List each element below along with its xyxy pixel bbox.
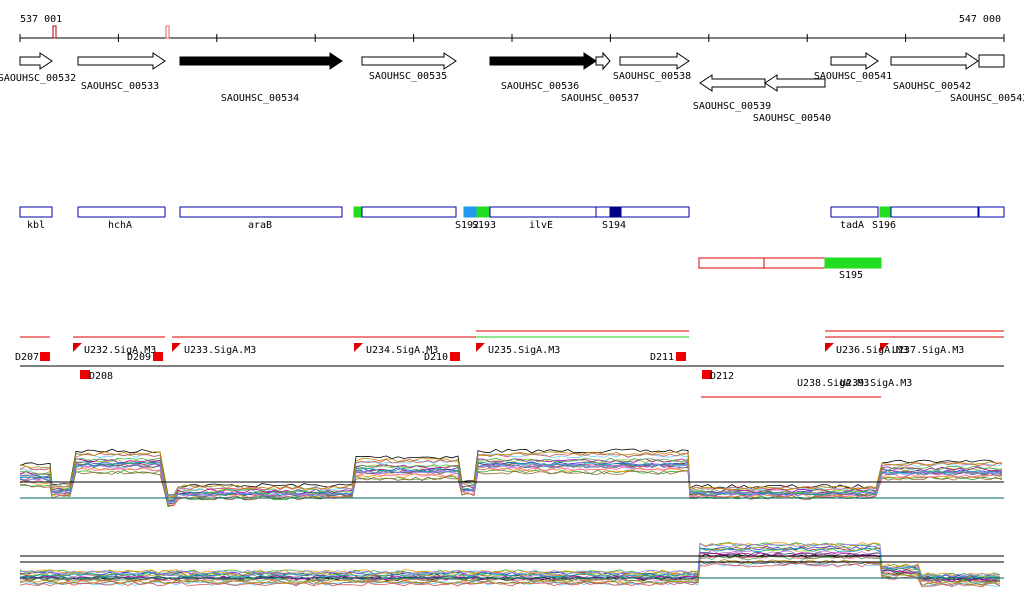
terminator: [80, 370, 90, 379]
terminator: [40, 352, 50, 361]
feature-box: [77, 206, 166, 218]
feature-box: [476, 206, 491, 218]
transcript-label: D209: [127, 352, 151, 363]
tss-flag: [825, 343, 834, 352]
feature-label: S192: [455, 220, 479, 231]
terminator: [676, 352, 686, 361]
gene-label: SAOUHSC_00534: [221, 93, 299, 104]
feature-label: ilvE: [529, 220, 553, 231]
gene-label: SAOUHSC_00536: [501, 81, 579, 92]
gene-label: SAOUHSC_00539: [693, 101, 771, 112]
gene-box: [978, 54, 1005, 68]
tss-flag: [354, 343, 363, 352]
feature-box: [489, 206, 597, 218]
feature-box: [361, 206, 457, 218]
gene-arrow: [19, 52, 53, 70]
ruler-start: 537 001: [20, 14, 62, 25]
expression-trace: [19, 463, 1003, 504]
gene-arrow: [489, 52, 597, 70]
feature-box: [830, 206, 879, 218]
tss-flag: [73, 343, 82, 352]
transcript-label: D208: [89, 371, 113, 382]
feature-label: kbl: [27, 220, 45, 231]
feature-box: [179, 206, 343, 218]
gene-label: SAOUHSC_00535: [369, 71, 447, 82]
gene-arrow: [77, 52, 166, 70]
gene-arrow: [361, 52, 457, 70]
expression-trace: [19, 542, 1001, 577]
terminator: [450, 352, 460, 361]
transcript-label: U234.SigA.M3: [366, 345, 438, 356]
expression-trace: [19, 543, 1001, 578]
transcript-label: D212: [710, 371, 734, 382]
feature-label: S196: [872, 220, 896, 231]
tss-flag: [880, 343, 889, 352]
feature-box: [463, 206, 478, 218]
expression-trace: [19, 448, 1003, 496]
transcript-label: D210: [424, 352, 448, 363]
feature-label: S193: [472, 220, 496, 231]
terminator: [153, 352, 163, 361]
expression-trace: [19, 457, 1003, 501]
feature-label: S194: [602, 220, 626, 231]
transcript-label: U239.SigA.M3: [840, 378, 912, 389]
feature-box: [890, 206, 979, 218]
transcript-label: D207: [15, 352, 39, 363]
gene-arrow: [764, 74, 826, 92]
gene-arrow: [699, 74, 766, 92]
transcript-label: U238.SigA.M3: [797, 378, 869, 389]
expression-trace: [19, 542, 1001, 578]
gene-arrow: [890, 52, 979, 70]
feature-label: araB: [248, 220, 272, 231]
ruler-marker: [52, 25, 57, 39]
feature-box: [698, 257, 765, 269]
feature-box: [609, 206, 622, 218]
feature-label: S195: [839, 270, 863, 281]
expression-trace: [19, 559, 1001, 586]
gene-arrow: [830, 52, 879, 70]
gene-label: SAOUHSC_00541: [814, 71, 892, 82]
expression-trace: [19, 452, 1003, 499]
gene-label: SAOUHSC_00533: [81, 81, 159, 92]
transcript-label: U235.SigA.M3: [488, 345, 560, 356]
tss-flag: [172, 343, 181, 352]
expression-trace: [19, 462, 1003, 502]
feature-box: [353, 206, 363, 218]
terminator: [702, 370, 712, 379]
ruler-end: 547 000: [959, 14, 1001, 25]
ruler-marker: [165, 25, 170, 39]
gene-label: SAOUHSC_00532: [0, 73, 76, 84]
transcript-label: U237.SigA.M3: [892, 345, 964, 356]
feature-label: hchA: [108, 220, 132, 231]
feature-label: tadA: [840, 220, 864, 231]
tss-flag: [476, 343, 485, 352]
gene-label: SAOUHSC_00542: [893, 81, 971, 92]
gene-arrow: [179, 52, 343, 70]
feature-box: [19, 206, 53, 218]
gene-label: SAOUHSC_00538: [613, 71, 691, 82]
gene-label: SAOUHSC_00540: [753, 113, 831, 124]
feature-box: [879, 206, 892, 218]
transcript-label: U233.SigA.M3: [184, 345, 256, 356]
gene-label: SAOUHSC_00543: [950, 93, 1024, 104]
transcript-label: U232.SigA.M3: [84, 345, 156, 356]
expression-trace: [19, 562, 1001, 588]
gene-arrow: [619, 52, 690, 70]
feature-box: [595, 206, 690, 218]
gene-label: SAOUHSC_00537: [561, 93, 639, 104]
feature-box: [824, 257, 882, 269]
expression-trace: [19, 451, 1003, 497]
expression-trace: [19, 555, 1001, 584]
transcript-label: D211: [650, 352, 674, 363]
feature-box: [978, 206, 1005, 218]
expression-trace: [19, 547, 1001, 580]
gene-arrow: [595, 51, 611, 71]
transcript-label: U236.SigA.M3: [836, 345, 908, 356]
feature-box: [763, 257, 826, 269]
